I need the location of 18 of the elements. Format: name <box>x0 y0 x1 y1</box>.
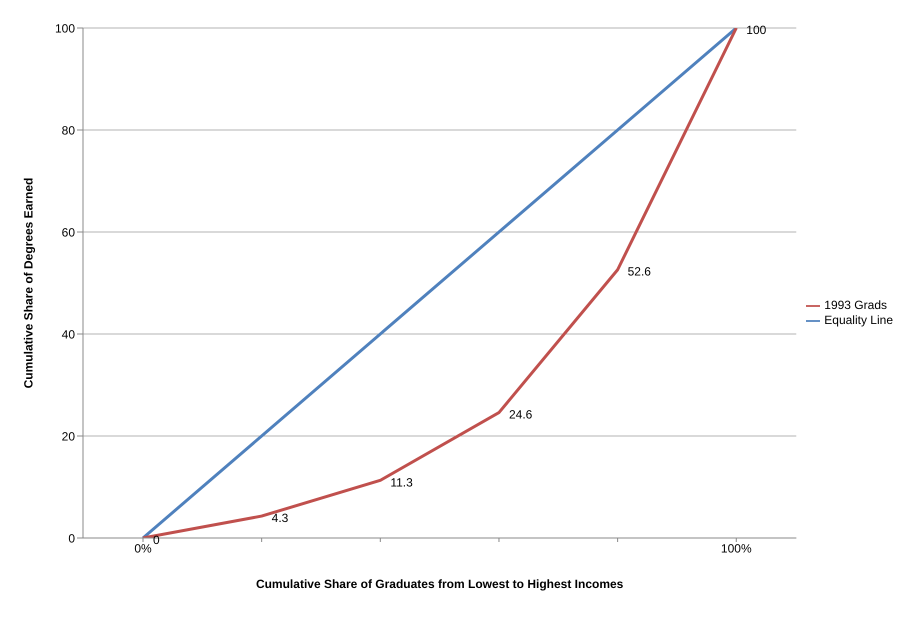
y-tick-label: 40 <box>62 327 76 342</box>
legend-label: 1993 Grads <box>824 298 887 312</box>
y-tick-label: 0 <box>68 531 76 546</box>
data-label: 52.6 <box>628 264 652 279</box>
y-tick-label: 100 <box>54 21 76 36</box>
y-tick-label: 80 <box>62 123 76 138</box>
data-label: 100 <box>746 23 767 37</box>
x-tick-label: 100% <box>720 542 752 556</box>
y-tick-label: 60 <box>62 225 76 240</box>
data-label: 24.6 <box>508 408 533 422</box>
data-label: 4.3 <box>272 511 289 526</box>
y-tick-label: 20 <box>62 429 76 444</box>
x-tick-label: 0% <box>134 542 152 556</box>
data-label: 11.3 <box>390 475 414 490</box>
legend-label: Equality Line <box>824 313 893 327</box>
x-axis-title: Cumulative Share of Graduates from Lowest to Highest Incomes <box>256 577 624 591</box>
data-label: 0 <box>153 533 160 547</box>
y-axis-title: Cumulative Share of Degrees Earned <box>21 178 36 388</box>
